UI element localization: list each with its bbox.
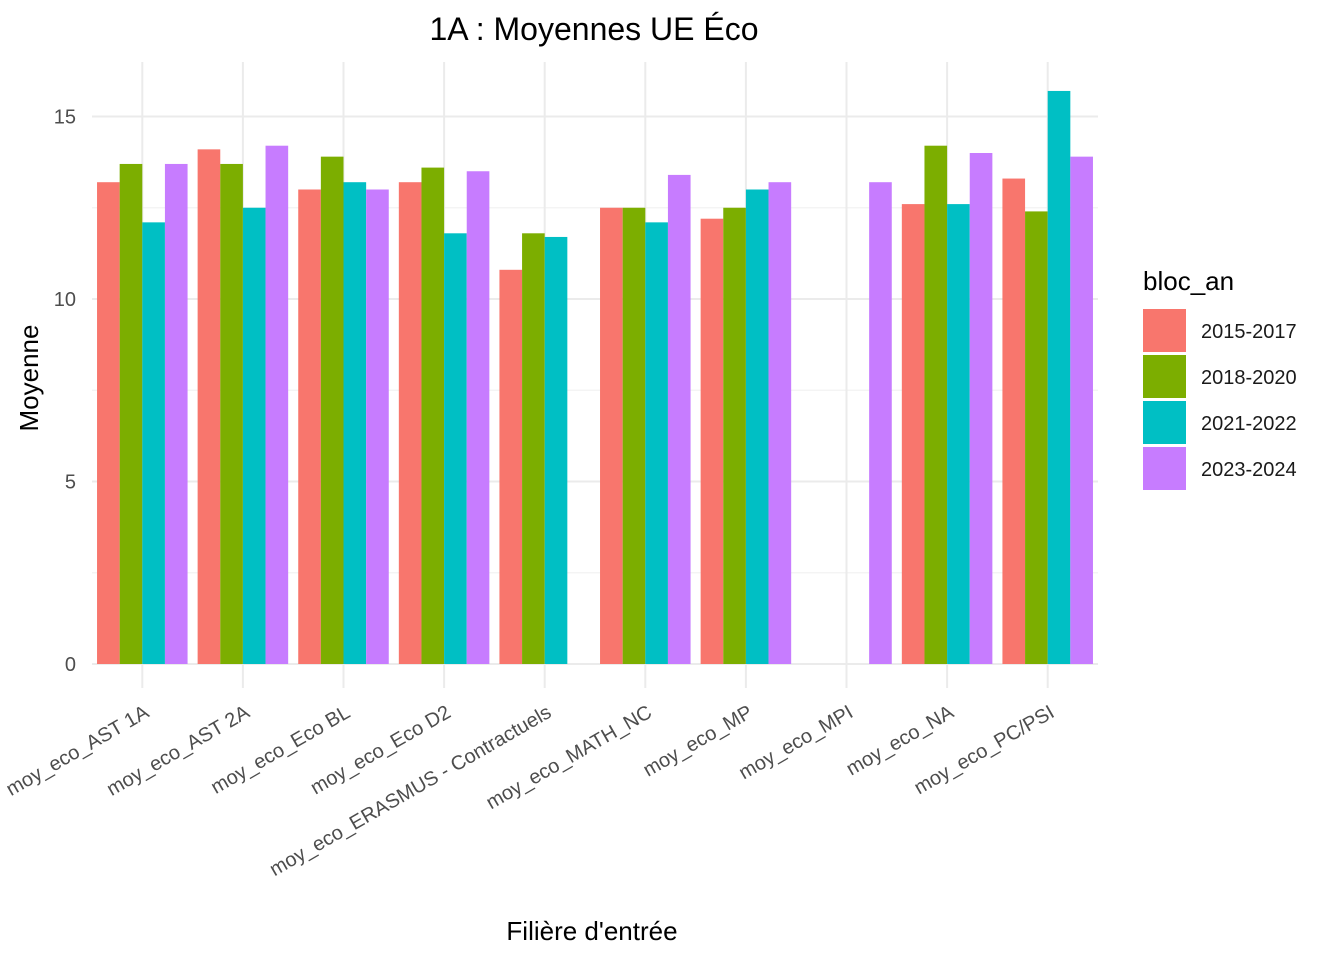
x-tick-label: moy_eco_MPI xyxy=(735,701,857,784)
bar xyxy=(421,167,445,664)
legend-label: 2015-2017 xyxy=(1201,321,1297,343)
bar xyxy=(343,182,367,664)
chart-title: 1A : Moyennes UE Éco xyxy=(429,11,758,47)
bar xyxy=(320,156,344,664)
bar xyxy=(700,218,724,664)
bar xyxy=(544,236,568,664)
bar xyxy=(969,153,993,664)
bar xyxy=(723,207,746,664)
bar xyxy=(1047,90,1071,664)
bar xyxy=(298,189,321,664)
bar xyxy=(444,233,467,665)
bar xyxy=(947,204,970,664)
bar xyxy=(768,182,792,664)
bar xyxy=(366,189,389,664)
legend-swatch xyxy=(1143,401,1186,444)
bar xyxy=(97,182,120,664)
y-tick-label: 10 xyxy=(54,289,76,311)
bars xyxy=(97,90,1093,665)
bar xyxy=(164,163,188,664)
bar xyxy=(622,207,646,664)
legend-swatch xyxy=(1143,447,1186,490)
bar xyxy=(398,182,422,664)
bar xyxy=(220,163,243,664)
y-tick-label: 15 xyxy=(54,107,76,129)
x-tick-label: moy_eco_MATH_NC xyxy=(482,701,655,814)
bar xyxy=(924,145,948,664)
bar xyxy=(1025,211,1048,664)
legend-swatch xyxy=(1143,309,1186,352)
legend-label: 2023-2024 xyxy=(1201,459,1297,481)
y-tick-label: 0 xyxy=(65,654,76,676)
legend-swatch xyxy=(1143,355,1186,398)
legend-items: 2015-2017 2018-2020 2021-2022 2023-2024 xyxy=(1143,309,1297,490)
bar xyxy=(522,233,545,665)
bar xyxy=(645,222,668,664)
bar xyxy=(142,222,165,664)
bar xyxy=(1002,178,1026,665)
y-axis-ticks: 0 5 10 15 xyxy=(54,107,76,677)
bar xyxy=(869,182,892,664)
bar xyxy=(499,269,523,664)
bar xyxy=(197,149,221,665)
bar xyxy=(745,189,769,664)
legend-label: 2018-2020 xyxy=(1201,367,1297,389)
legend-title: bloc_an xyxy=(1143,266,1234,296)
legend-label: 2021-2022 xyxy=(1201,413,1297,435)
bar xyxy=(119,163,143,664)
y-axis-title: Moyenne xyxy=(14,325,44,432)
bar xyxy=(901,204,925,664)
legend: bloc_an 2015-2017 2018-2020 2021-2022 2023-… xyxy=(1143,266,1297,490)
bar xyxy=(242,207,266,664)
bar xyxy=(600,207,623,664)
bar xyxy=(466,171,490,664)
bar xyxy=(667,174,691,664)
y-tick-label: 5 xyxy=(65,472,76,494)
x-axis-title: Filière d'entrée xyxy=(506,916,677,946)
bar xyxy=(1070,156,1093,664)
bar xyxy=(265,145,289,664)
